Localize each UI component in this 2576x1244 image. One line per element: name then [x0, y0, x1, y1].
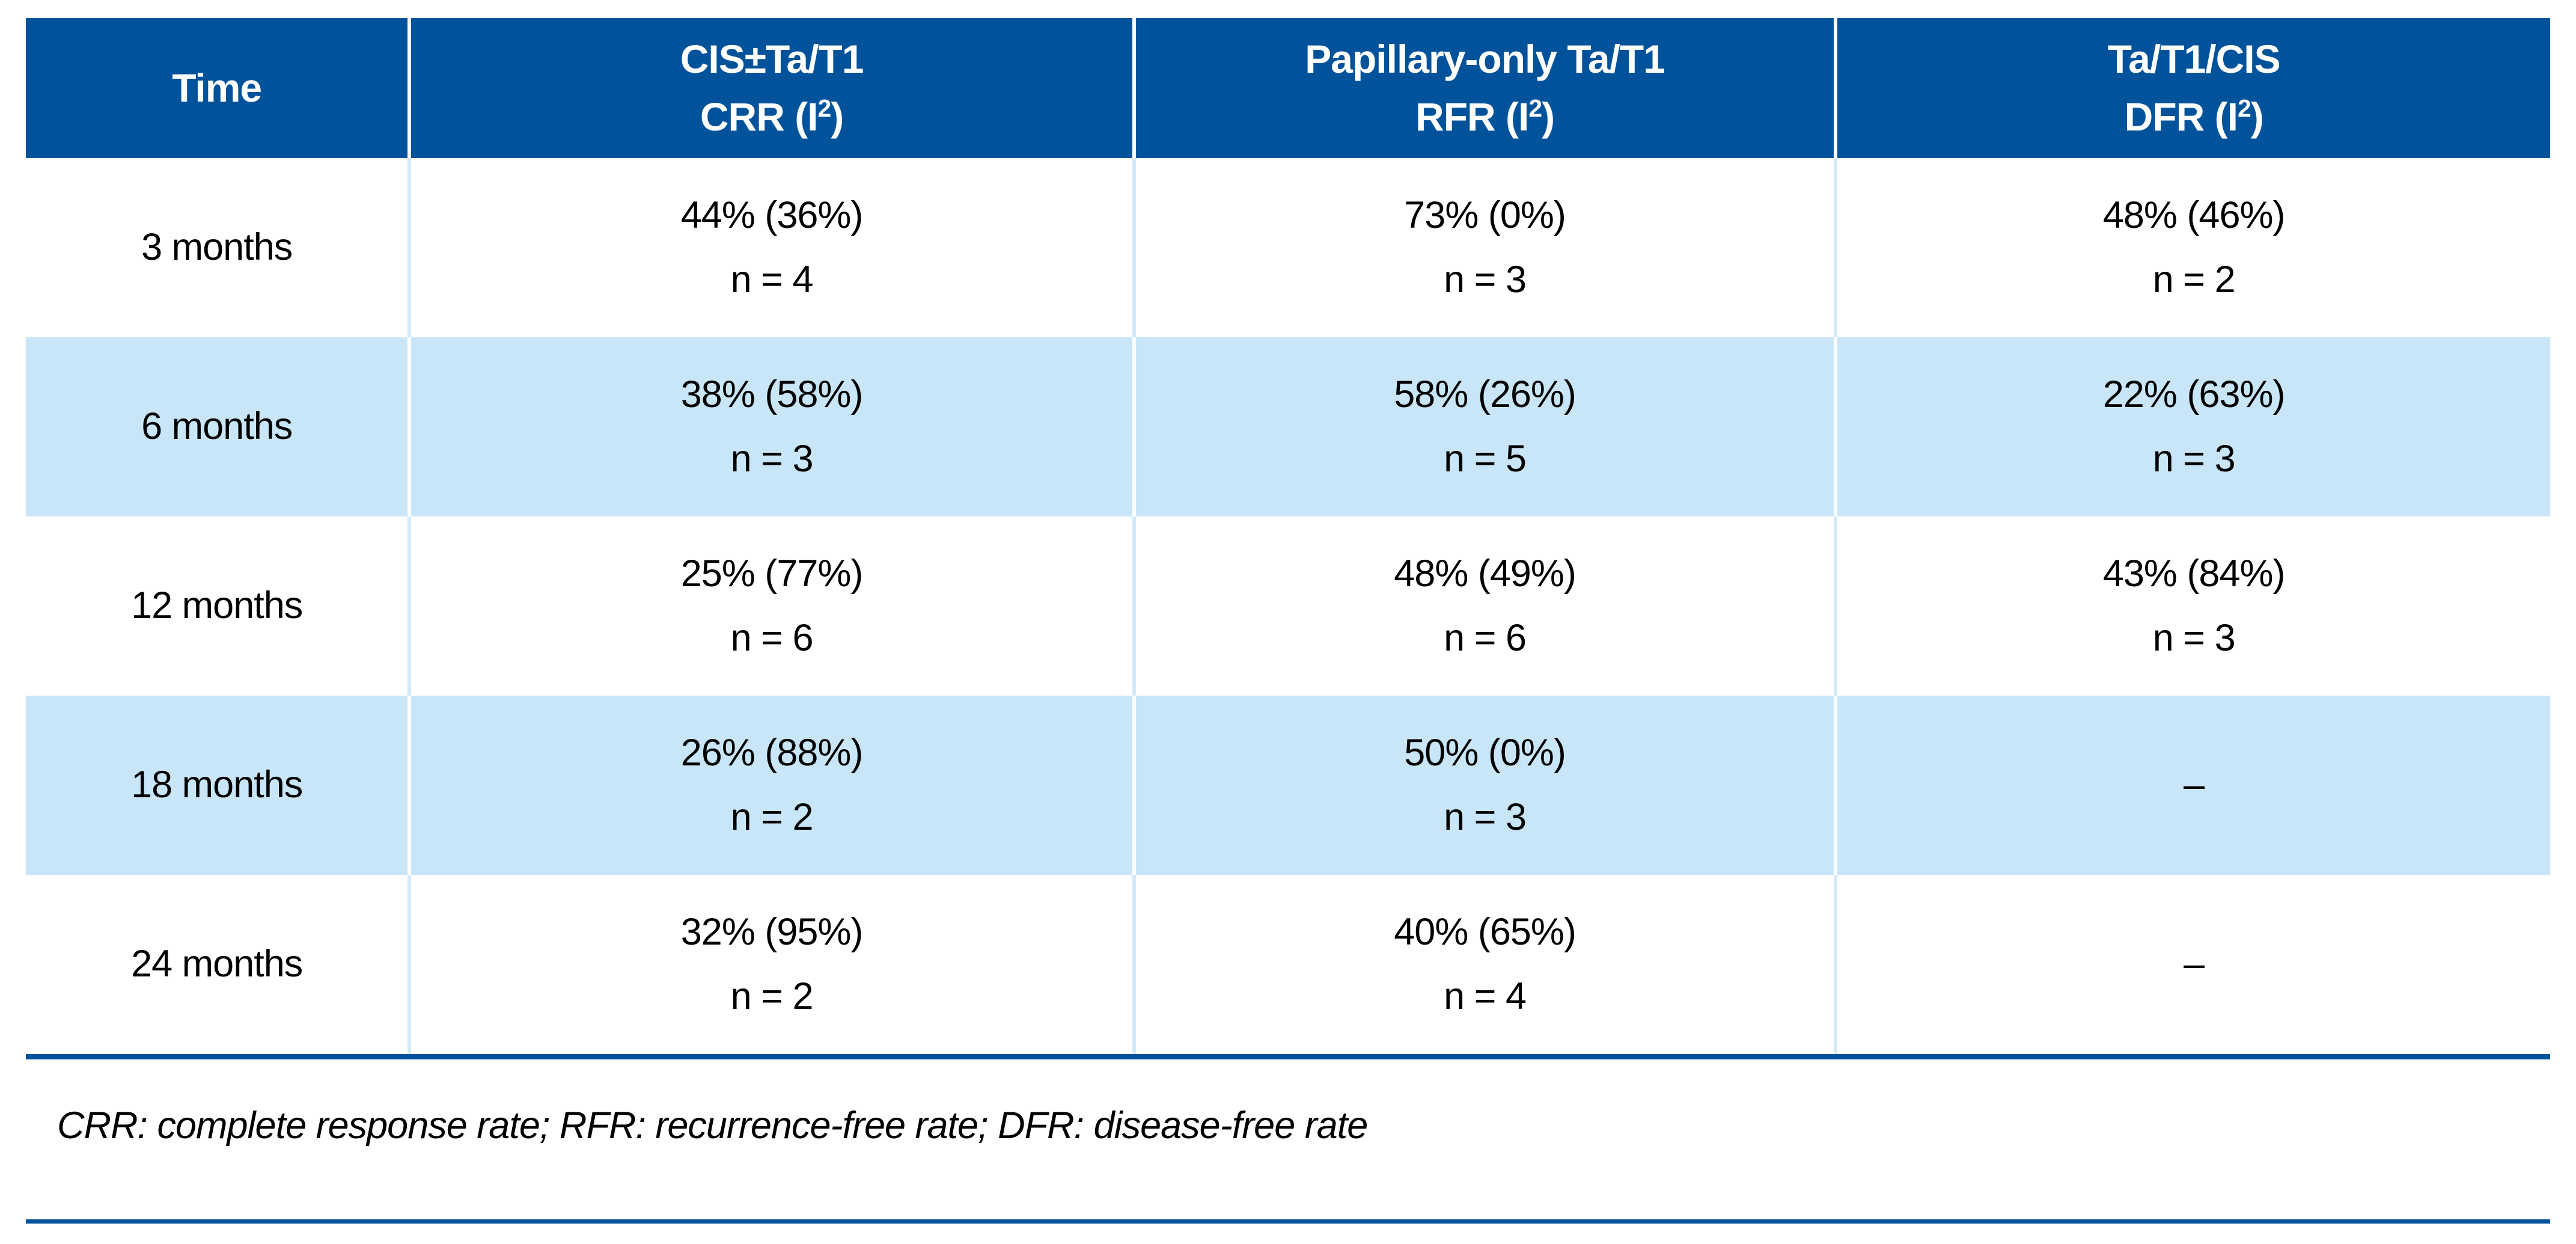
- data-cell: 58% (26%) n = 5: [1132, 337, 1836, 516]
- cell-value: 38% (58%): [680, 373, 864, 415]
- col-header-time-label: Time: [172, 65, 262, 110]
- data-cell: –: [1834, 875, 2550, 1057]
- col-header-line2-text: RFR (I: [1415, 94, 1529, 139]
- cell-n: n = 4: [1444, 975, 1527, 1017]
- cell-n: n = 3: [1444, 259, 1527, 301]
- col-header-line2: RFR (I2): [1136, 88, 1834, 146]
- data-cell: 50% (0%) n = 3: [1132, 696, 1836, 875]
- cell-value: 40% (65%): [1394, 910, 1576, 953]
- cell-n: n = 4: [730, 259, 814, 301]
- table-header-row: Time CIS±Ta/T1 CRR (I2) Papillary-only T…: [26, 18, 2550, 158]
- cell-n: n = 2: [2152, 259, 2236, 301]
- cell-value: 50% (0%): [1404, 731, 1566, 774]
- table-footnote: CRR: complete response rate; RFR: recurr…: [57, 1105, 1368, 1147]
- table-row-18-months: 18 months 26% (88%) n = 2 50% (0%) n = 3 –: [26, 696, 2550, 875]
- cell-n: n = 3: [2152, 617, 2236, 659]
- cell-value: 73% (0%): [1404, 194, 1566, 236]
- time-label: 3 months: [141, 226, 293, 269]
- col-header-line2-text: CRR (I: [700, 94, 819, 139]
- cell-value: –: [2184, 943, 2205, 985]
- col-header-line2-text: DFR (I: [2124, 94, 2238, 139]
- table-row-12-months: 12 months 25% (77%) n = 6 48% (49%) n = 6 …: [26, 516, 2550, 696]
- cell-n: n = 2: [730, 975, 814, 1017]
- col-header-line2: DFR (I2): [1837, 88, 2550, 146]
- table-row-3-months: 3 months 44% (36%) n = 4 73% (0%) n = 3 48…: [26, 158, 2550, 337]
- col-header-line1: CIS±Ta/T1: [680, 36, 864, 81]
- time-cell: 3 months: [26, 158, 410, 337]
- table-wrap: Time CIS±Ta/T1 CRR (I2) Papillary-only T…: [26, 18, 2550, 1059]
- col-header-papillary-rfr: Papillary-only Ta/T1 RFR (I2): [1132, 18, 1836, 158]
- data-cell: 40% (65%) n = 4: [1132, 875, 1836, 1057]
- bottom-rule: [26, 1219, 2550, 1224]
- col-header-time: Time: [26, 18, 410, 158]
- data-cell: 32% (95%) n = 2: [407, 875, 1134, 1057]
- table-row-6-months: 6 months 38% (58%) n = 3 58% (26%) n = 5 2…: [26, 337, 2550, 516]
- cell-n: n = 6: [730, 617, 814, 659]
- cell-value: 22% (63%): [2102, 373, 2286, 415]
- col-header-cis-crr: CIS±Ta/T1 CRR (I2): [407, 18, 1134, 158]
- superscript-2: 2: [2237, 94, 2251, 122]
- cell-value: 58% (26%): [1394, 373, 1576, 415]
- superscript-2: 2: [817, 94, 832, 122]
- cell-n: n = 6: [1444, 617, 1527, 659]
- cell-n: n = 2: [730, 796, 814, 838]
- table-row-24-months: 24 months 32% (95%) n = 2 40% (65%) n = 4 …: [26, 875, 2550, 1057]
- col-header-line1: Papillary-only Ta/T1: [1305, 36, 1665, 81]
- data-cell: 26% (88%) n = 2: [407, 696, 1134, 875]
- data-cell: 43% (84%) n = 3: [1834, 516, 2550, 696]
- col-header-line2: CRR (I2): [411, 88, 1132, 146]
- cell-value: 43% (84%): [2102, 552, 2286, 595]
- table-header: Time CIS±Ta/T1 CRR (I2) Papillary-only T…: [26, 18, 2550, 158]
- cell-value: 25% (77%): [680, 552, 864, 595]
- cell-n: n = 3: [1444, 796, 1527, 838]
- data-cell: 25% (77%) n = 6: [407, 516, 1134, 696]
- cell-value: –: [2184, 764, 2205, 806]
- cell-value: 44% (36%): [680, 194, 864, 236]
- cell-value: 48% (49%): [1394, 552, 1576, 595]
- col-header-line2-close: ): [1542, 94, 1555, 139]
- data-cell: 22% (63%) n = 3: [1834, 337, 2550, 516]
- col-header-tat1cis-dfr: Ta/T1/CIS DFR (I2): [1834, 18, 2550, 158]
- data-cell: 44% (36%) n = 4: [407, 158, 1134, 337]
- time-cell: 6 months: [26, 337, 410, 516]
- time-label: 6 months: [141, 405, 293, 448]
- cell-value: 32% (95%): [680, 910, 864, 953]
- data-cell: –: [1834, 696, 2550, 875]
- col-header-line2-close: ): [2250, 94, 2264, 139]
- cell-n: n = 3: [730, 438, 814, 480]
- time-cell: 12 months: [26, 516, 410, 696]
- time-cell: 18 months: [26, 696, 410, 875]
- time-cell: 24 months: [26, 875, 410, 1057]
- table-body: 3 months 44% (36%) n = 4 73% (0%) n = 3 48…: [26, 158, 2550, 1057]
- col-header-line2-close: ): [831, 94, 844, 139]
- time-label: 18 months: [131, 764, 303, 806]
- time-label: 12 months: [131, 584, 303, 627]
- cell-value: 26% (88%): [680, 731, 864, 774]
- col-header-line1: Ta/T1/CIS: [2107, 36, 2281, 81]
- cell-n: n = 5: [1444, 438, 1527, 480]
- cell-value: 48% (46%): [2102, 194, 2286, 236]
- data-cell: 73% (0%) n = 3: [1132, 158, 1836, 337]
- time-label: 24 months: [131, 943, 303, 985]
- outcomes-table: Time CIS±Ta/T1 CRR (I2) Papillary-only T…: [26, 18, 2550, 1059]
- data-cell: 48% (46%) n = 2: [1834, 158, 2550, 337]
- data-cell: 48% (49%) n = 6: [1132, 516, 1836, 696]
- superscript-2: 2: [1528, 94, 1542, 122]
- data-cell: 38% (58%) n = 3: [407, 337, 1134, 516]
- cell-n: n = 3: [2152, 438, 2236, 480]
